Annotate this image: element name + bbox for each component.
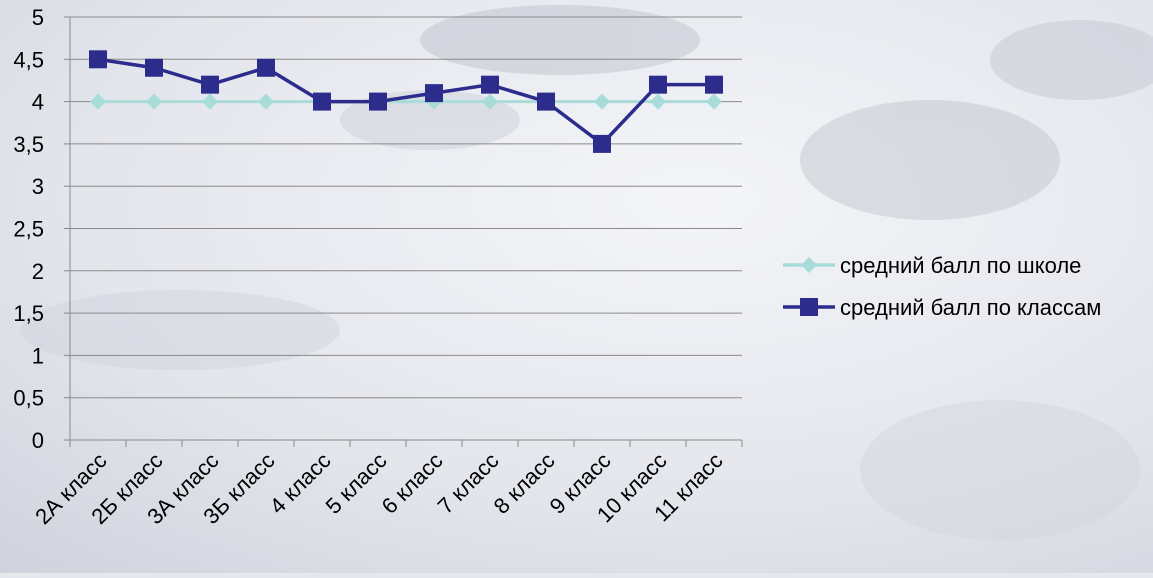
y-tick-label: 2,5 [13, 217, 44, 242]
y-tick-label: 0,5 [13, 386, 44, 411]
data-point [257, 58, 275, 77]
series-line [97, 57, 714, 146]
legend-label: средний балл по школе [840, 253, 1081, 278]
data-point [482, 93, 498, 110]
y-tick-label: 0 [32, 428, 44, 453]
y-tick-label: 2 [32, 259, 44, 284]
data-point [201, 75, 219, 94]
data-point [649, 75, 667, 94]
data-point [258, 93, 274, 110]
y-tick-label: 1 [32, 343, 44, 368]
data-point [145, 58, 163, 77]
data-point [425, 84, 443, 103]
data-point [706, 93, 722, 110]
series [89, 50, 723, 153]
data-point [594, 93, 610, 110]
y-tick-label: 3 [32, 174, 44, 199]
data-point [650, 93, 666, 110]
y-tick-label: 4 [32, 90, 44, 115]
legend-label: средний балл по классам [840, 295, 1101, 320]
legend-marker [801, 257, 817, 273]
data-point [313, 92, 331, 111]
data-point [369, 92, 387, 111]
data-point [705, 75, 723, 94]
data-point [481, 75, 499, 94]
legend-marker [800, 298, 818, 316]
data-point [90, 93, 106, 110]
y-tick-label: 5 [32, 5, 44, 30]
y-tick-label: 4,5 [13, 47, 44, 72]
data-point [537, 92, 555, 111]
data-point [146, 93, 162, 110]
data-point [202, 93, 218, 110]
data-point [89, 50, 107, 69]
y-tick-label: 1,5 [13, 301, 44, 326]
data-point [593, 134, 611, 153]
legend: средний балл по школе средний балл по кла… [783, 253, 1101, 320]
y-tick-label: 3,5 [13, 132, 44, 157]
